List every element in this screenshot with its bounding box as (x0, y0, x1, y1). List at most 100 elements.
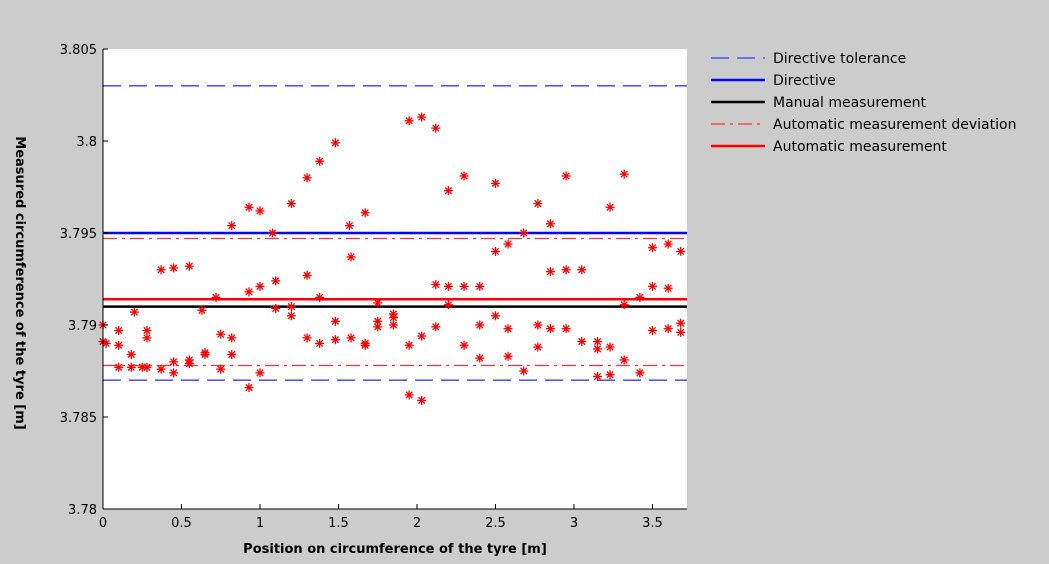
data-point (459, 340, 469, 350)
data-point (244, 383, 254, 393)
data-point (647, 243, 657, 253)
data-point (315, 338, 325, 348)
data-point (227, 349, 237, 359)
data-point (676, 327, 686, 337)
data-point (184, 359, 194, 369)
data-point (647, 281, 657, 291)
data-point (431, 280, 441, 290)
data-point (561, 171, 571, 181)
data-point (197, 305, 207, 315)
legend: Directive tolerance Directive Manual measu… (711, 51, 1016, 155)
data-point (286, 199, 296, 209)
data-point (126, 349, 136, 359)
data-point (244, 287, 254, 297)
legend-label: Directive (773, 73, 836, 89)
data-point (459, 171, 469, 181)
data-point (184, 261, 194, 271)
data-point (227, 333, 237, 343)
y-tick-label: 3.785 (60, 411, 97, 426)
data-point (126, 362, 136, 372)
data-point (533, 199, 543, 209)
data-point (431, 123, 441, 133)
data-point (605, 342, 615, 352)
data-point (545, 219, 555, 229)
data-point (533, 320, 543, 330)
x-tick-label: 3.5 (642, 516, 663, 531)
data-point (475, 320, 485, 330)
data-point (593, 344, 603, 354)
data-point (519, 366, 529, 376)
data-point (605, 202, 615, 212)
x-tick-label: 0 (99, 516, 107, 531)
y-tick-label: 3.78 (68, 503, 97, 518)
y-tick-label: 3.8 (76, 135, 97, 150)
data-point (431, 322, 441, 332)
data-point (255, 281, 265, 291)
data-point (676, 318, 686, 328)
data-point (647, 326, 657, 336)
data-point (216, 364, 226, 374)
data-point (330, 316, 340, 326)
data-point (211, 292, 221, 302)
data-point (545, 267, 555, 277)
data-point (663, 283, 673, 293)
data-point (360, 340, 370, 350)
data-point (475, 281, 485, 291)
data-point (216, 329, 226, 339)
x-tick-label: 3 (570, 516, 578, 531)
data-point (561, 324, 571, 334)
x-tick-label: 2.5 (485, 516, 506, 531)
x-tick-label: 1.5 (328, 516, 349, 531)
y-axis-label: Measured circumference of the tyre [m] (12, 136, 27, 429)
data-point (373, 298, 383, 308)
data-point (593, 372, 603, 382)
data-point (443, 300, 453, 310)
data-point (346, 252, 356, 262)
data-point (605, 370, 615, 380)
data-point (302, 333, 312, 343)
data-point (577, 337, 587, 347)
data-point (271, 303, 281, 313)
x-tick-label: 1 (256, 516, 264, 531)
data-point (373, 316, 383, 326)
data-point (388, 320, 398, 330)
data-point (129, 307, 139, 317)
data-point (271, 276, 281, 286)
data-point (417, 395, 427, 405)
data-point (619, 300, 629, 310)
data-point (169, 368, 179, 378)
x-tick-label: 0.5 (171, 516, 192, 531)
data-point (156, 364, 166, 374)
x-axis-label: Position on circumference of the tyre [m… (243, 542, 547, 557)
data-point (330, 138, 340, 148)
data-point (330, 335, 340, 345)
data-point (255, 206, 265, 216)
data-point (459, 281, 469, 291)
data-point (663, 324, 673, 334)
y-tick-label: 3.795 (60, 227, 97, 242)
tick-labels: 0 0.5 1 1.5 2 2.5 3 3.5 3.78 3.785 3.79 3.795 3.8 3.8… (60, 43, 663, 531)
data-point (561, 265, 571, 275)
reference-lines (103, 85, 687, 381)
data-point (503, 351, 513, 361)
legend-label: Automatic measurement deviation (773, 117, 1016, 133)
data-point (404, 116, 414, 126)
data-point (676, 246, 686, 256)
data-point (302, 270, 312, 280)
data-point (619, 169, 629, 179)
data-point (475, 353, 485, 363)
data-point (169, 357, 179, 367)
data-point (255, 368, 265, 378)
data-point (156, 265, 166, 275)
x-tick-label: 2 (413, 516, 421, 531)
data-point (244, 202, 254, 212)
data-point (142, 362, 152, 372)
data-point (200, 349, 210, 359)
data-point (490, 311, 500, 321)
data-point (404, 390, 414, 400)
legend-label: Automatic measurement (773, 139, 947, 155)
data-point (315, 292, 325, 302)
data-point (360, 208, 370, 218)
